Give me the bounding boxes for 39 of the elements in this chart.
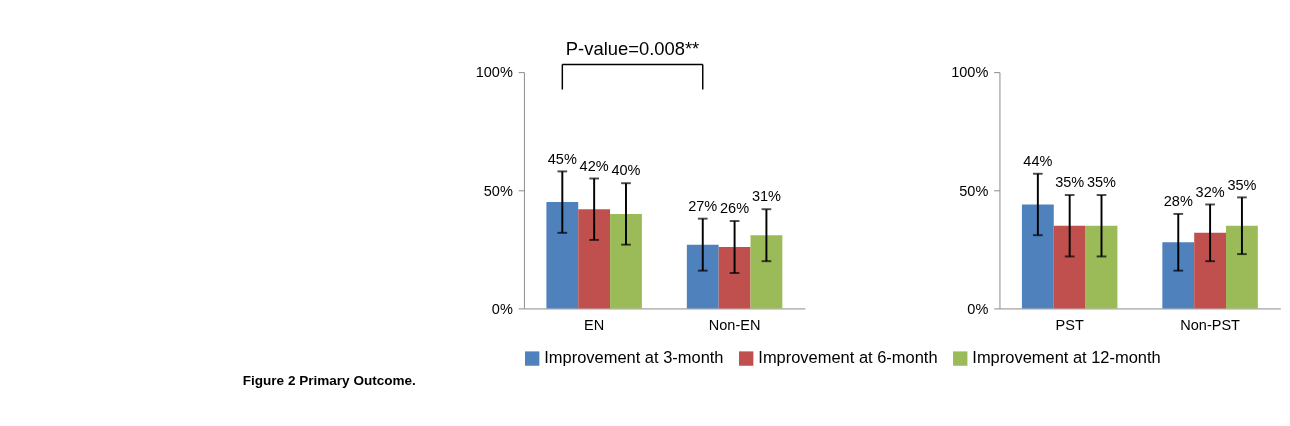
legend-label: Improvement at 3-month: [544, 348, 724, 367]
bar: [686, 244, 719, 309]
x-tick-label: Non-PST: [1180, 317, 1241, 334]
data-label: 28%: [1163, 193, 1193, 210]
bar: [546, 202, 579, 309]
data-label: 35%: [1055, 174, 1085, 191]
data-label: 26%: [720, 200, 750, 217]
y-tick-label: 50%: [483, 182, 513, 199]
data-label: 44%: [1023, 153, 1053, 170]
y-tick-label: 0%: [491, 300, 513, 317]
data-label: 35%: [1086, 174, 1117, 191]
data-label: 35%: [1227, 176, 1257, 193]
data-label: 31%: [751, 188, 782, 205]
y-tick-label: 50%: [959, 182, 989, 199]
bar: [718, 247, 751, 309]
data-label: 42%: [579, 157, 609, 174]
legend-label: Improvement at 12-month: [972, 348, 1161, 367]
bar: [1162, 242, 1195, 309]
legend-label: Improvement at 6-month: [758, 348, 938, 367]
bar: [610, 213, 642, 309]
bar: [1194, 232, 1227, 309]
x-tick-label: PST: [1055, 317, 1084, 334]
text: P-value=0.008**: [565, 37, 700, 59]
y-tick-label: 100%: [951, 64, 989, 81]
data-label: 40%: [611, 162, 641, 179]
y-tick-label: 100%: [475, 64, 513, 81]
bar: [1021, 204, 1054, 309]
data-label: 45%: [547, 150, 577, 167]
data-label: 32%: [1195, 183, 1225, 200]
bar: [1085, 225, 1118, 309]
bar: [1226, 225, 1258, 309]
y-tick-label: 0%: [967, 300, 989, 317]
bar: [578, 209, 611, 309]
x-tick-label: Non-EN: [708, 317, 761, 334]
bar: [750, 235, 783, 309]
bar: [1053, 225, 1086, 309]
x-tick-label: EN: [584, 317, 605, 334]
data-label: 27%: [688, 197, 718, 214]
caption: Figure 2 Primary Outcome.: [242, 372, 416, 388]
